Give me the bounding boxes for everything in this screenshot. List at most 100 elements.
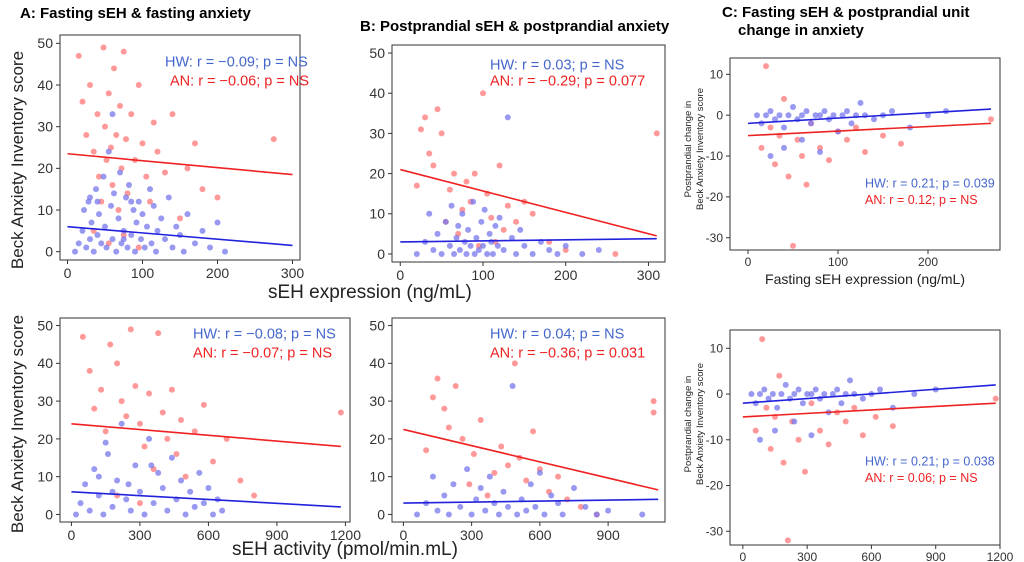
hw-regression-line xyxy=(400,237,657,243)
hw-point xyxy=(442,218,449,225)
an-point xyxy=(102,123,108,130)
hw-point xyxy=(413,250,420,257)
an-point xyxy=(504,202,511,209)
hw-point xyxy=(82,481,89,488)
y-tick-label: 20 xyxy=(369,165,385,181)
hw-point xyxy=(548,492,555,499)
hw-point xyxy=(839,112,846,119)
an-point xyxy=(471,170,478,177)
hw-point xyxy=(124,244,131,251)
hw-point xyxy=(450,481,457,488)
hw-stat-annotation: HW: r = −0.09; p = NS xyxy=(165,55,308,71)
hw-point xyxy=(144,223,150,230)
hw-point xyxy=(114,477,121,484)
an-point xyxy=(767,445,774,452)
hw-point xyxy=(803,108,810,115)
hw-point xyxy=(441,492,448,499)
an-point xyxy=(758,144,765,151)
hw-point xyxy=(776,112,783,119)
an-point xyxy=(763,63,769,70)
x-tick-label: 200 xyxy=(554,267,578,283)
hw-point xyxy=(448,202,455,209)
hw-point xyxy=(126,182,132,188)
hw-point xyxy=(772,427,778,434)
an-point xyxy=(251,492,258,499)
hw-point xyxy=(579,250,586,257)
hw-point xyxy=(889,404,896,411)
hw-point xyxy=(571,485,577,491)
hw-point xyxy=(96,211,102,218)
an-point xyxy=(650,409,657,416)
hw-point xyxy=(911,391,918,398)
hw-point xyxy=(834,386,841,393)
hw-point xyxy=(98,240,105,247)
hw-point xyxy=(209,511,216,518)
hw-regression-line xyxy=(71,490,341,508)
hw-point xyxy=(494,242,501,249)
y-tick-label: -10 xyxy=(706,433,724,447)
an-point xyxy=(988,116,994,123)
hw-point xyxy=(456,246,463,253)
hw-point xyxy=(468,511,475,518)
an-point xyxy=(337,409,344,416)
y-tick-label: 10 xyxy=(710,341,724,355)
x-tick-label: 600 xyxy=(197,527,221,543)
hw-point xyxy=(799,400,806,407)
hw-point xyxy=(113,248,120,255)
an-point xyxy=(477,417,484,423)
an-point xyxy=(555,473,562,480)
an-point xyxy=(577,503,584,510)
y-tick-label: -20 xyxy=(706,479,724,493)
hw-point xyxy=(100,511,107,518)
hw-point xyxy=(130,207,137,213)
an-stat-annotation: AN: r = −0.36; p = 0.031 xyxy=(490,345,645,361)
hw-point xyxy=(791,391,798,398)
hw-point xyxy=(438,250,445,257)
x-tick-label: 0 xyxy=(745,255,752,269)
hw-point xyxy=(478,218,485,225)
an-point xyxy=(199,186,206,193)
hw-point xyxy=(133,219,140,226)
hw-point xyxy=(117,169,123,176)
y-tick-label: 0 xyxy=(377,506,385,522)
an-regression-line xyxy=(71,422,341,448)
hw-point xyxy=(141,244,148,251)
an-point xyxy=(862,148,868,155)
hw-point xyxy=(791,418,798,425)
hw-point xyxy=(222,248,228,255)
an-point xyxy=(86,367,93,374)
an-point xyxy=(143,173,150,180)
hw-point xyxy=(821,108,828,115)
hw-point xyxy=(199,227,206,234)
hw-point xyxy=(159,485,166,491)
hw-point xyxy=(477,485,484,491)
hw-regression-line xyxy=(403,498,659,504)
hw-point xyxy=(605,507,612,514)
an-point xyxy=(128,111,135,118)
hw-point xyxy=(812,112,819,119)
an-point xyxy=(799,153,805,160)
hw-point xyxy=(765,395,772,402)
an-point xyxy=(173,451,180,457)
an-point xyxy=(452,383,459,389)
x-tick-label: 0 xyxy=(396,267,404,283)
hw-point xyxy=(473,496,480,503)
hw-point xyxy=(532,503,539,510)
hw-point xyxy=(761,386,768,393)
an-regression-line xyxy=(67,152,293,176)
an-point xyxy=(83,132,90,138)
hw-point xyxy=(115,215,122,222)
hw-point xyxy=(847,377,853,384)
an-point xyxy=(417,126,424,133)
an-point xyxy=(139,140,146,147)
hw-point xyxy=(467,242,474,249)
an-stat-annotation: AN: r = 0.06; p = NS xyxy=(865,471,978,485)
hw-point xyxy=(495,511,502,518)
x-tick-label: 100 xyxy=(131,265,155,281)
hw-point xyxy=(523,507,530,514)
x-tick-label: 0 xyxy=(399,527,407,543)
hw-point xyxy=(559,511,566,518)
y-tick-label: 50 xyxy=(369,317,385,333)
an-stat-annotation: AN: r = −0.06; p = NS xyxy=(170,73,309,89)
x-tick-label: 900 xyxy=(926,550,946,562)
